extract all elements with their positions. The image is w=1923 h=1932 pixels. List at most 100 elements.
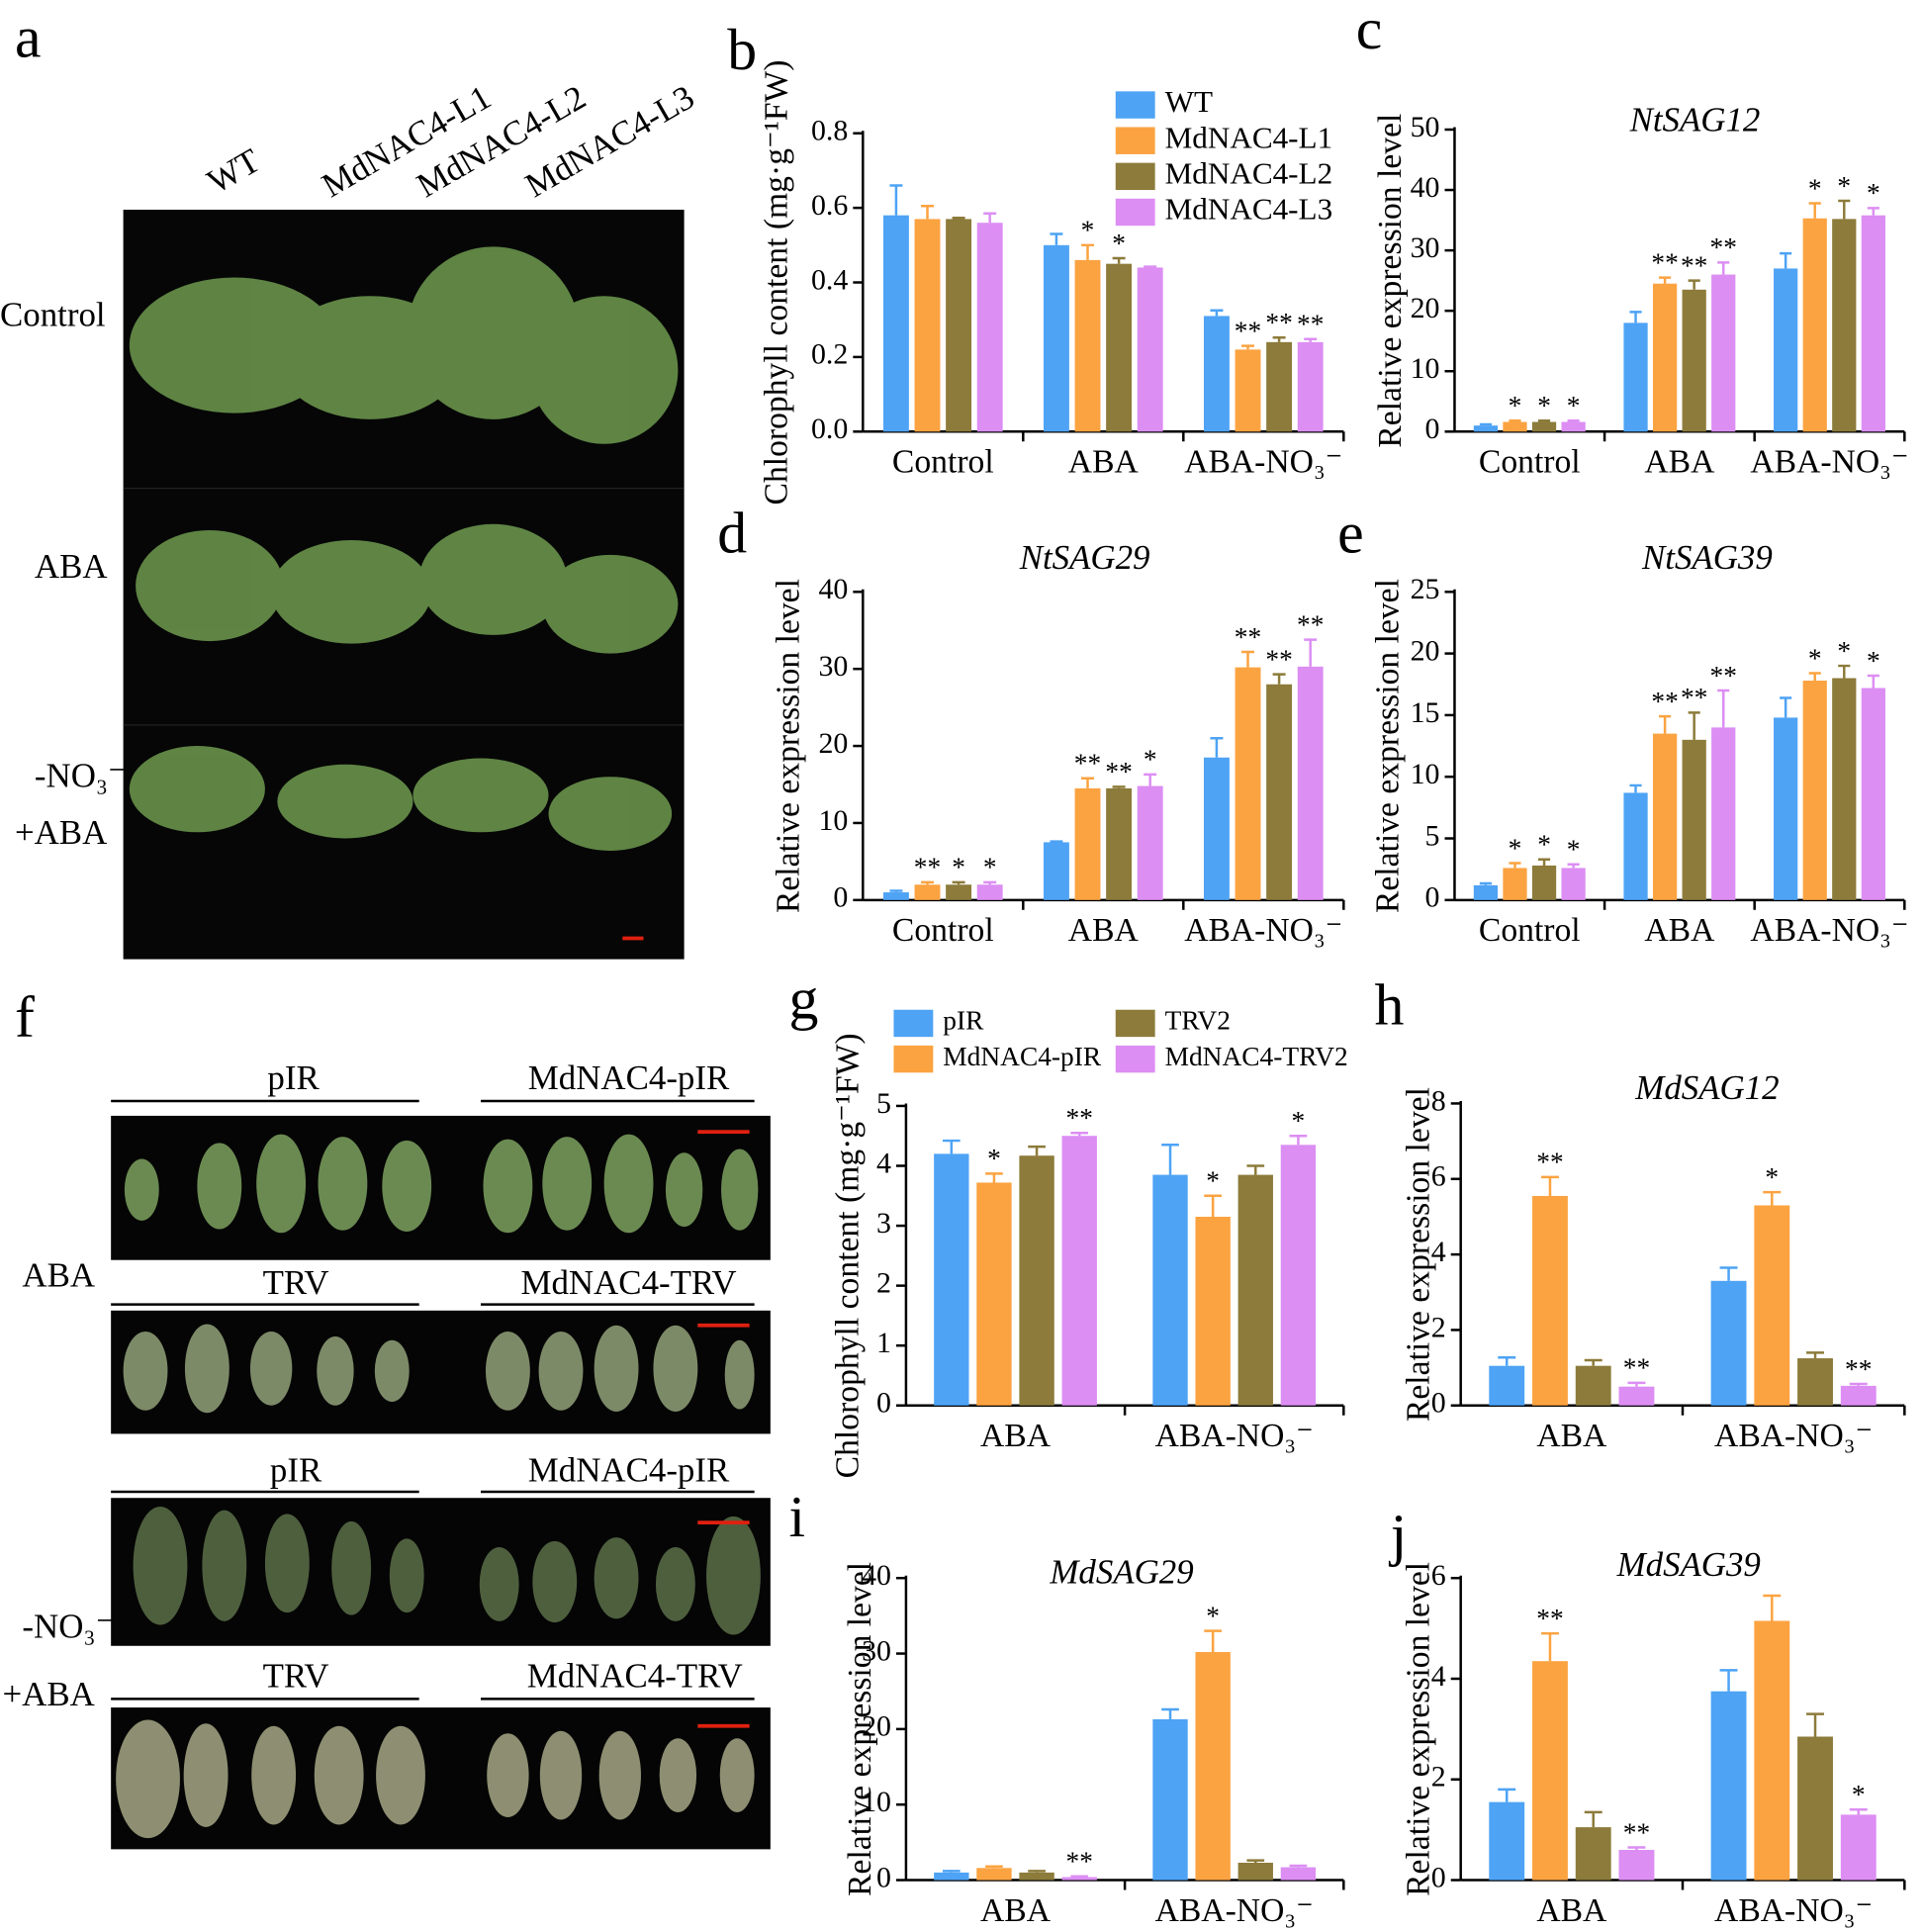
bar [1297,341,1324,432]
error-bar [1028,1870,1046,1873]
error-bar [1808,202,1821,219]
column-label: WT [201,141,266,202]
error-bar [1659,714,1672,734]
x-tick-label: ABA [1068,912,1140,949]
y-tick-label: 4 [876,1147,891,1179]
row-label: -NO₃⁻ [22,1608,114,1646]
error-bar [985,1865,1003,1869]
y-tick-label: 6 [1431,1160,1446,1193]
error-bar [1144,773,1157,786]
significance-label: * [1081,216,1095,245]
bar [1203,757,1230,900]
legend-swatch [1115,1009,1155,1038]
y-tick-label: 0 [1425,413,1440,445]
error-bar [1204,1629,1222,1653]
error-bar [1050,840,1063,843]
bar [1682,289,1706,432]
bar [1137,267,1163,432]
y-tick-label: 30 [1411,231,1440,264]
bar [1532,1195,1568,1406]
error-bar [1204,1194,1222,1217]
bar [1489,1365,1525,1406]
bar [1043,842,1069,900]
bar [1797,1736,1833,1881]
x-tick-label: ABA-NO₃⁻ [1750,912,1908,949]
y-axis-label: Chlorophyll content (mg·g⁻¹FW) [830,1033,867,1478]
significance-label: ** [1681,683,1707,712]
x-tick-label: ABA-NO₃⁻ [1184,444,1342,481]
error-bar [1717,261,1730,275]
bar [1266,341,1293,432]
plants [129,246,679,851]
bar [1618,1386,1655,1406]
bar [1137,785,1163,900]
bar [1532,1661,1568,1881]
y-tick-label: 2 [1431,1761,1446,1794]
row-label: +ABA [2,1675,94,1713]
bar [1832,678,1857,900]
x-tick-label: Control [892,912,994,949]
group-label: MdNAC4-TRV [527,1656,743,1695]
error-bar [942,1870,961,1873]
error-bar [952,217,965,220]
error-bar [1584,1358,1602,1366]
error-bar [1780,251,1792,269]
error-bar [1210,737,1224,758]
bar [1652,283,1678,432]
chart-title: NtSAG29 [1019,538,1150,577]
x-tick-label: ABA-NO₃⁻ [1155,1418,1314,1454]
error-bar [1849,1382,1868,1386]
bar [1074,787,1101,900]
significance-label: ** [1710,232,1737,262]
significance-label: * [1867,178,1880,208]
y-axis-label: Relative expression level [1401,1562,1437,1896]
y-tick-label: 0 [1431,1861,1446,1893]
significance-label: ** [1651,247,1678,277]
error-bar [1112,256,1126,264]
error-bar [1627,1381,1646,1387]
y-tick-label: 6 [1431,1559,1446,1592]
bar [1754,1620,1790,1881]
chart-title: NtSAG12 [1629,101,1761,139]
panel-letter: j [1389,1503,1408,1568]
error-bar [1241,650,1254,668]
significance-label: ** [1536,1148,1563,1177]
y-axis-label: Relative expression level [1372,114,1409,448]
error-bar [1763,1190,1782,1206]
bar [1473,884,1499,900]
bar [946,219,972,432]
row-label: +ABA [15,813,107,852]
bar [882,215,909,432]
error-bar [1246,1859,1265,1863]
bar [1861,688,1885,900]
significance-label: * [1144,745,1157,775]
significance-label: * [1867,646,1880,676]
error-bar [983,880,997,885]
bar [1652,733,1678,900]
y-tick-label: 10 [1411,352,1440,385]
error-bar [1867,207,1879,216]
x-tick-label: Control [892,444,994,481]
significance-label: * [1112,229,1126,258]
group-label: pIR [267,1058,320,1097]
y-axis-label: Relative expression level [771,579,807,913]
significance-label: * [987,1144,1001,1173]
bar [1266,684,1293,900]
legend-label: MdNAC4-L2 [1165,155,1333,190]
error-bar [1763,1594,1782,1621]
legend-label: WT [1165,84,1213,119]
y-tick-label: 0 [876,1387,891,1420]
y-tick-label: 10 [1411,758,1440,790]
x-tick-label: ABA-NO₃⁻ [1155,1892,1314,1929]
error-bar [1541,1631,1559,1662]
significance-label: * [1852,1780,1866,1809]
error-bar [1050,232,1063,245]
chart-title: MdSAG29 [1049,1553,1193,1592]
bar [1797,1358,1833,1406]
bar [1561,868,1586,900]
error-bar [1081,777,1094,788]
bar [1280,1145,1317,1406]
significance-label: * [983,853,997,882]
error-bar [1479,422,1492,426]
